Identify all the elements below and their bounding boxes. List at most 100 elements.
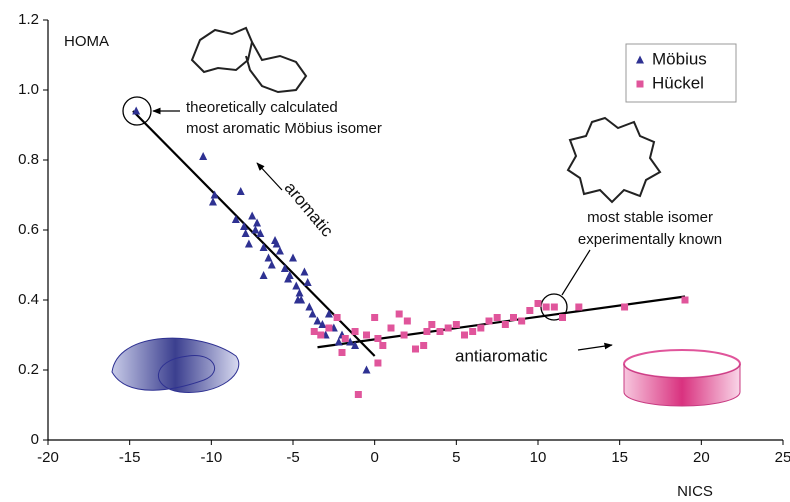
x-tick-label: 0 [370, 449, 378, 466]
point [477, 324, 485, 332]
arrow [256, 162, 283, 191]
y-axis-label: HOMA [64, 33, 109, 50]
annotation: most aromatic Möbius isomer [186, 120, 382, 137]
point [534, 300, 542, 307]
point [542, 303, 550, 311]
annotation: aromatic [281, 178, 338, 241]
point [526, 307, 534, 314]
point [374, 359, 382, 367]
x-tick-label: -15 [119, 449, 141, 466]
point [501, 321, 509, 328]
point [575, 303, 583, 311]
x-tick-label: -10 [200, 449, 222, 466]
point [259, 271, 268, 279]
point [313, 316, 322, 325]
point [310, 328, 318, 335]
point [518, 317, 526, 325]
point [317, 331, 325, 339]
x-tick-label: -20 [37, 449, 59, 466]
point [550, 303, 558, 311]
point [341, 335, 349, 342]
x-tick-label: -5 [286, 449, 299, 466]
point [400, 331, 408, 339]
point [371, 314, 379, 321]
point [292, 281, 301, 290]
point [436, 328, 444, 335]
highlight-circle [122, 96, 152, 126]
point [132, 106, 141, 115]
legend-marker [636, 80, 644, 88]
point [264, 253, 273, 262]
point [338, 349, 346, 356]
y-tick-label: 0 [31, 431, 39, 448]
annotation: experimentally known [578, 231, 722, 248]
legend [625, 43, 737, 103]
x-tick-label: 25 [775, 449, 790, 466]
point [231, 215, 240, 223]
point [289, 253, 297, 262]
y-tick-label: 0.4 [18, 291, 39, 308]
point [403, 317, 411, 325]
mobius-ribbon [111, 337, 240, 393]
point [428, 321, 436, 328]
point [300, 267, 309, 276]
y-tick-label: 0.8 [18, 151, 39, 168]
point [420, 342, 428, 349]
point [280, 264, 289, 272]
point [241, 229, 250, 237]
point [351, 328, 359, 335]
point [248, 211, 257, 220]
arrow [577, 342, 613, 351]
annotation: antiaromatic [455, 346, 548, 365]
point [208, 197, 217, 206]
point [267, 260, 276, 269]
mobius-molecule [190, 26, 308, 94]
x-tick-label: 5 [452, 449, 460, 466]
point [452, 321, 460, 328]
huckel-molecule [566, 116, 662, 204]
point [199, 152, 208, 160]
point [493, 314, 501, 321]
x-axis-label: NICS [677, 483, 713, 500]
legend-label: Möbius [652, 49, 707, 68]
point [334, 337, 343, 346]
point [374, 335, 382, 342]
point [354, 391, 362, 398]
point [210, 190, 219, 199]
point [351, 341, 360, 349]
point [256, 229, 265, 237]
point [285, 271, 294, 279]
point [363, 331, 370, 339]
y-tick-label: 0.6 [18, 221, 39, 238]
trend-line [317, 295, 686, 349]
annotation: most stable isomer [587, 209, 713, 226]
point [240, 222, 248, 230]
point [251, 225, 260, 234]
y-tick-label: 0.2 [18, 361, 39, 378]
point [259, 243, 268, 251]
point [333, 314, 341, 321]
point [346, 337, 355, 346]
point [318, 320, 327, 328]
huckel-ribbon [623, 349, 741, 407]
point [461, 331, 468, 339]
x-tick-label: 15 [611, 449, 628, 466]
point [293, 295, 302, 304]
point [444, 324, 452, 332]
point [324, 309, 333, 318]
point [253, 218, 262, 227]
point [308, 309, 317, 318]
x-tick-label: 10 [530, 449, 547, 466]
point [236, 187, 245, 195]
pointer-line [561, 249, 591, 296]
legend-label: Hückel [652, 73, 704, 92]
point [387, 324, 395, 332]
point [244, 239, 253, 248]
x-tick-label: 20 [693, 449, 710, 466]
point [362, 365, 371, 374]
point [412, 345, 419, 353]
point [325, 324, 333, 332]
point [395, 310, 403, 318]
point [305, 302, 314, 311]
